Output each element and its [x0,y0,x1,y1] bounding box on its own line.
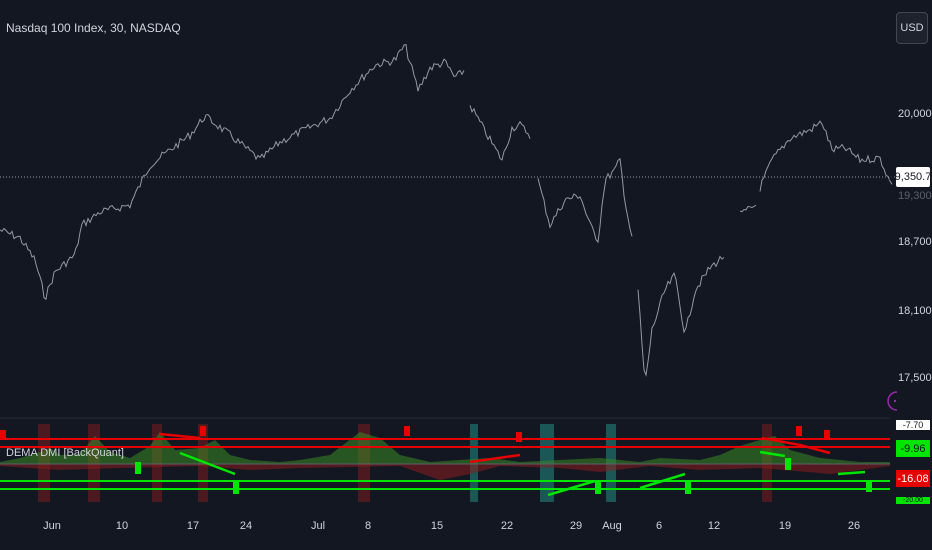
time-axis-label: 17 [186,520,200,532]
signal-labels [0,426,872,494]
price-axis-label: 17,500.00 [898,372,932,384]
alert-icon[interactable] [885,390,903,412]
time-axis-label: 10 [115,520,129,532]
time-axis-label: 15 [430,520,444,532]
time-axis-label: 6 [655,520,663,532]
time-axis-label: Aug [602,520,622,532]
divergence-lines [159,432,866,497]
symbol-title[interactable]: Nasdaq 100 Index, 30, NASDAQ [6,21,181,35]
indicator-title[interactable]: DEMA DMI [BackQuant] [6,447,124,459]
indicator-value-badge: -9.96 [896,440,930,457]
time-axis-label: Jun [43,520,61,532]
time-axis-label: 19 [778,520,792,532]
time-axis-label: 24 [239,520,253,532]
current-price-badge: 19,350.78 [889,167,932,187]
dmi-positive-area [0,432,890,464]
time-axis-label: 29 [569,520,583,532]
time-axis-label: 8 [364,520,372,532]
indicator-value-partial: -7.70 [896,420,930,430]
price-axis-label-hidden: 19,300.00 [898,190,932,202]
price-line [0,44,893,378]
indicator-value-partial: -20.00 [896,497,930,504]
dmi-negative-area [0,464,890,480]
currency-button[interactable]: USD [896,12,928,44]
price-axis-label: 18,100.00 [898,305,932,317]
price-axis-label: 20,000.00 [898,108,932,120]
time-axis-label: 26 [847,520,861,532]
time-axis-label: 22 [500,520,514,532]
time-axis-label: Jul [310,520,326,532]
price-axis-label: 18,700.00 [898,236,932,248]
indicator-value-badge: -16.08 [896,470,930,487]
time-axis-label: 12 [707,520,721,532]
